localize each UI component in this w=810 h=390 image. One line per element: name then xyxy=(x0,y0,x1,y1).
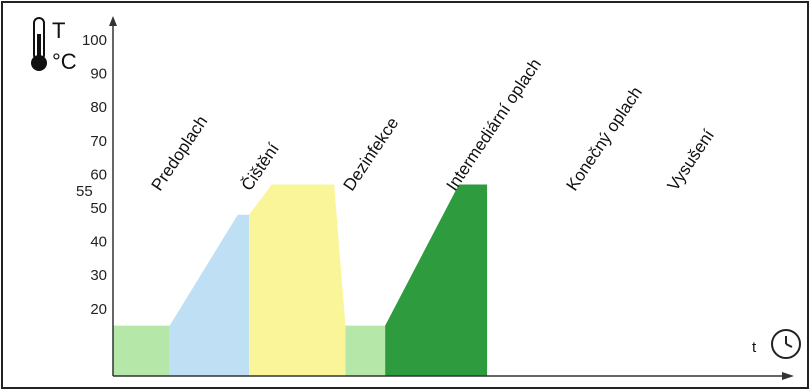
thermometer-icon xyxy=(31,17,47,71)
phase-area-final xyxy=(385,184,488,376)
phase-label-inter: Intermediární oplach xyxy=(443,55,545,194)
phase-label-disinfect: Dezinfekce xyxy=(340,114,403,194)
time-axis-label: t xyxy=(752,339,757,356)
y-tick-label: 80 xyxy=(90,99,107,116)
clock-icon xyxy=(771,329,801,359)
y-extra-tick-label: 55 xyxy=(76,183,93,200)
phase-areas xyxy=(113,184,607,376)
axis-unit-celsius: °C xyxy=(52,49,77,74)
y-tick-label: 100 xyxy=(82,32,107,49)
y-tick-label: 20 xyxy=(90,301,107,318)
axis-unit-t: T xyxy=(52,18,65,43)
phase-area-inter xyxy=(345,325,386,376)
y-tick-label: 70 xyxy=(90,133,107,150)
y-tick-label: 30 xyxy=(90,267,107,284)
x-axis-arrow xyxy=(782,372,794,380)
phase-area-dry xyxy=(487,184,607,376)
y-tick-label: 60 xyxy=(90,166,107,183)
y-tick-labels: 100 90 80 70 60 50 40 30 20 55 xyxy=(76,32,107,318)
phase-labels: Predoplach Čištění Dezinfekce Intermediární… xyxy=(148,55,719,194)
y-axis-arrow xyxy=(109,16,117,26)
y-tick-label: 90 xyxy=(90,66,107,83)
phase-label-dry: Vysušení xyxy=(664,126,719,194)
y-tick-label: 50 xyxy=(90,200,107,217)
phase-label-final: Konečný oplach xyxy=(563,83,646,194)
phase-area-clean xyxy=(169,214,250,376)
phase-area-disinfect xyxy=(249,184,346,376)
axes xyxy=(109,16,794,380)
y-tick-label: 40 xyxy=(90,234,107,251)
phase-label-pre: Predoplach xyxy=(148,112,212,194)
phase-area-pre xyxy=(113,325,170,376)
